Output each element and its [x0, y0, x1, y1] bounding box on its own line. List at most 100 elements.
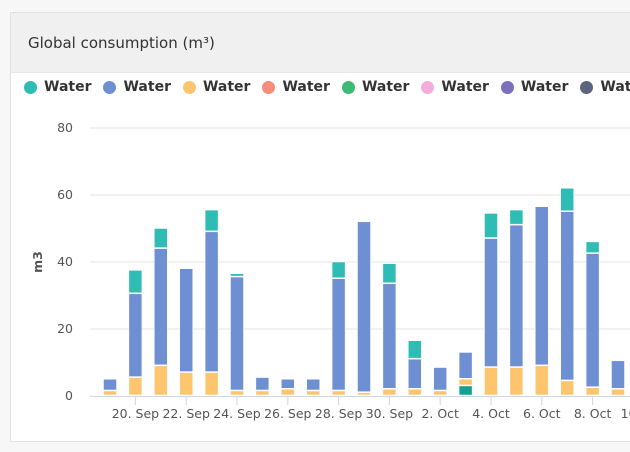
- bar-segment: [179, 268, 193, 372]
- bar-segment: [255, 390, 270, 396]
- legend-item[interactable]: Water: [262, 79, 330, 95]
- legend-label: Water: [520, 79, 569, 95]
- bar-segment: [382, 389, 397, 396]
- legend-marker-icon: [24, 80, 37, 94]
- x-tick-label: 10. Oct: [621, 406, 630, 421]
- bar-segment: [128, 377, 143, 396]
- bar-segment: [484, 238, 498, 367]
- y-tick-label: 80: [57, 120, 73, 135]
- x-tick-label: 26. Sep: [264, 406, 311, 421]
- bar-segment: [154, 248, 168, 366]
- legend-marker-icon: [182, 80, 196, 94]
- bar-segment: [255, 377, 270, 391]
- legend-item[interactable]: Water: [182, 79, 251, 95]
- bar-segment: [331, 261, 346, 278]
- y-tick-label: 0: [65, 388, 73, 403]
- bar-segment: [204, 209, 219, 232]
- bar-segment: [535, 365, 549, 396]
- legend-marker-icon: [580, 80, 594, 94]
- legend: Water Water Water Water Water Water Water Water…: [24, 79, 630, 95]
- bar-segment: [509, 224, 524, 367]
- legend-item[interactable]: Water: [341, 79, 410, 95]
- legend-marker-icon: [341, 80, 355, 94]
- legend-item[interactable]: Water: [580, 79, 630, 95]
- legend-marker-icon: [103, 80, 117, 94]
- x-tick-label: 28. Sep: [315, 406, 362, 421]
- bar-segment: [154, 365, 168, 396]
- bar-segment: [509, 209, 524, 225]
- legend-marker-icon: [421, 80, 435, 94]
- bar-segment: [408, 340, 422, 359]
- bar-segment: [230, 276, 244, 391]
- bar-segment: [560, 380, 574, 396]
- legend-label: Water: [600, 79, 630, 95]
- bar-segment: [128, 293, 143, 377]
- x-tick-label: 24. Sep: [213, 406, 260, 421]
- bar-segment: [611, 360, 625, 389]
- bar-segment: [331, 390, 346, 396]
- y-tick-label: 20: [57, 321, 73, 336]
- bar-segment: [611, 389, 625, 396]
- bar-segment: [458, 352, 473, 379]
- bar-segment: [509, 367, 524, 396]
- bar-segment: [204, 231, 219, 372]
- chart-panel: Global consumption (m³): [10, 12, 630, 442]
- bar-segment: [357, 221, 371, 392]
- y-tick-label: 40: [57, 254, 73, 269]
- bar-segment: [433, 390, 447, 396]
- y-tick-label: 60: [57, 187, 73, 202]
- bar-segment: [585, 241, 600, 253]
- bar-segment: [281, 389, 295, 396]
- x-tick-label: 22. Sep: [162, 406, 209, 421]
- bar-segment: [331, 278, 346, 391]
- bar-segment: [306, 390, 320, 396]
- bar-segment: [535, 206, 549, 366]
- bar-segment: [281, 379, 295, 389]
- legend-item[interactable]: Water: [500, 79, 569, 95]
- chart-title: Global consumption (m³): [28, 34, 215, 52]
- legend-label: Water: [202, 79, 251, 95]
- x-tick-label: 20. Sep: [112, 406, 159, 421]
- bar-segment: [103, 379, 117, 391]
- bar-segment: [484, 367, 498, 396]
- bar-segment: [484, 213, 498, 238]
- bar-segment: [382, 283, 397, 389]
- legend-label: Water: [123, 79, 171, 95]
- bar-segment: [585, 253, 600, 387]
- bar-segment: [204, 372, 219, 396]
- panel-header: Global consumption (m³): [11, 13, 630, 73]
- bar-segment: [433, 367, 447, 391]
- bar-segment: [560, 188, 574, 212]
- bar-segment: [458, 385, 473, 396]
- bar-segment: [357, 392, 371, 396]
- bar-segment: [408, 389, 422, 396]
- bar-segment: [382, 263, 397, 284]
- legend-marker-icon: [262, 80, 276, 94]
- bar-segment: [103, 390, 117, 396]
- legend-label: Water: [361, 79, 410, 95]
- bar-segment: [585, 387, 600, 396]
- x-tick-label: 6. Oct: [523, 406, 561, 421]
- bar-segment: [154, 228, 168, 248]
- bar-segment: [306, 379, 320, 391]
- x-tick-label: 2. Oct: [421, 406, 459, 421]
- bar-segment: [408, 358, 422, 389]
- legend-label: Water: [44, 79, 92, 95]
- bar-segment: [230, 273, 244, 277]
- legend-item[interactable]: Water: [24, 79, 91, 95]
- x-tick-label: 4. Oct: [472, 406, 510, 421]
- legend-item[interactable]: Water: [103, 79, 171, 95]
- x-tick-label: 30. Sep: [366, 406, 413, 421]
- y-axis-title: m3: [30, 251, 45, 273]
- bar-segment: [230, 390, 244, 396]
- bar-segment: [179, 372, 193, 396]
- legend-marker-icon: [500, 80, 514, 94]
- legend-item[interactable]: Water: [421, 79, 489, 95]
- bar-segment: [128, 270, 143, 294]
- legend-label: Water: [282, 79, 330, 95]
- legend-label: Water: [441, 79, 489, 95]
- bar-segment: [560, 211, 574, 381]
- bar-segment: [458, 379, 473, 386]
